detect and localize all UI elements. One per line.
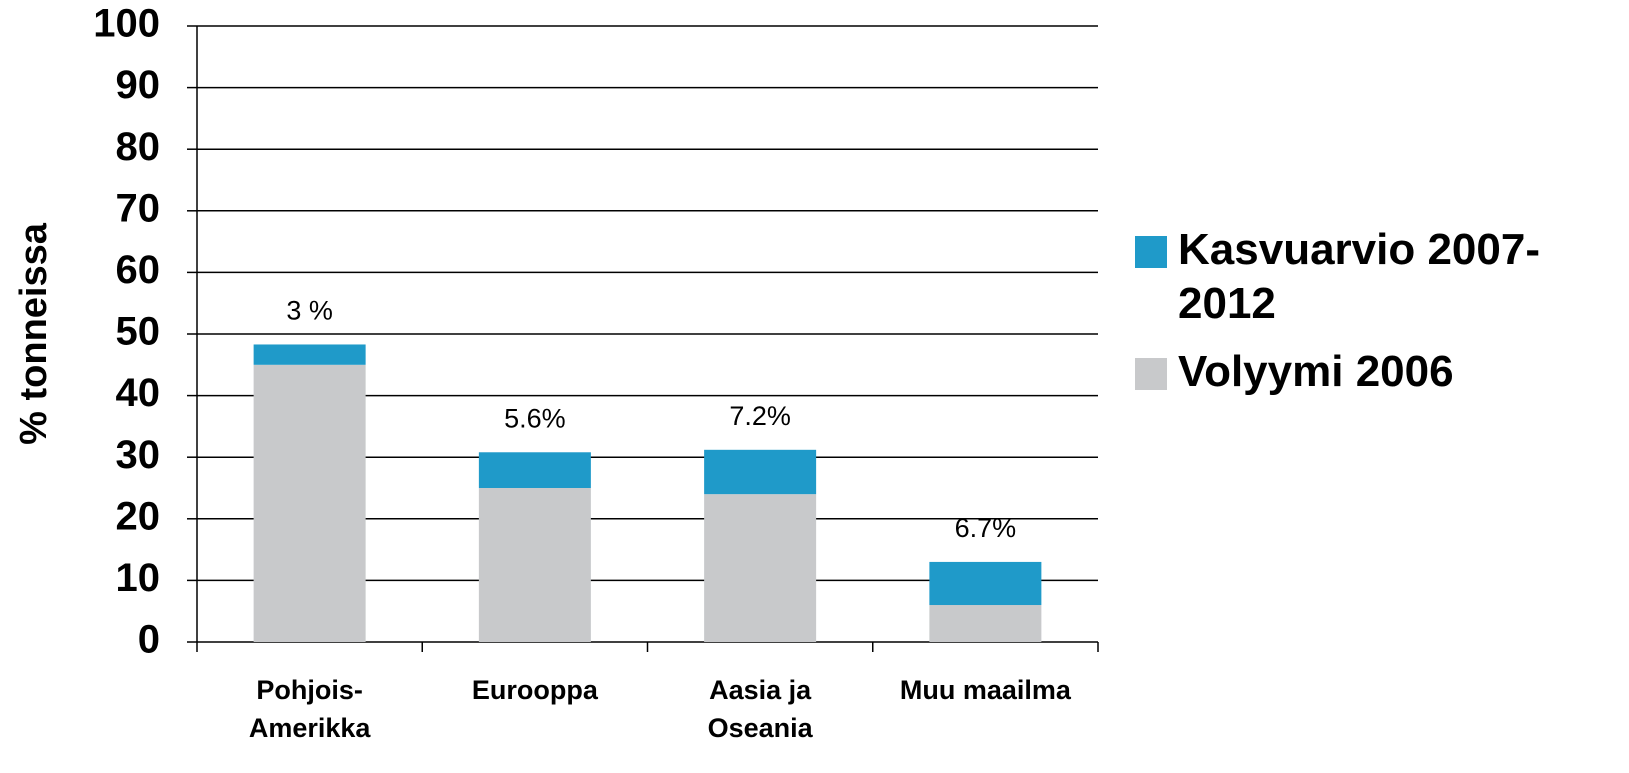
x-tick-label: Pohjois-Amerikka bbox=[249, 675, 372, 743]
y-tick-label: 80 bbox=[116, 125, 161, 169]
bar-annotation: 3 % bbox=[286, 296, 333, 326]
bar-segment bbox=[478, 488, 591, 642]
legend-label: Kasvuarvio 2007-2012 bbox=[1178, 225, 1540, 328]
x-tick-label: Eurooppa bbox=[472, 675, 599, 705]
bar-segment bbox=[929, 561, 1042, 606]
bar-annotation: 6.7% bbox=[955, 513, 1017, 543]
bar-segment bbox=[253, 344, 366, 365]
x-tick-label: Muu maailma bbox=[900, 675, 1072, 705]
x-tick-label: Aasia ja Oseania bbox=[708, 675, 814, 743]
legend-swatch bbox=[1135, 236, 1167, 268]
y-tick-label: 50 bbox=[116, 310, 161, 354]
bar-annotation: 7.2% bbox=[729, 401, 791, 431]
bar-segment bbox=[478, 452, 591, 488]
bar-segment bbox=[704, 494, 817, 642]
y-tick-label: 30 bbox=[116, 433, 161, 477]
bar-segment bbox=[929, 605, 1042, 642]
bar-annotation: 5.6% bbox=[504, 403, 566, 433]
legend-label: Volyymi 2006 bbox=[1178, 347, 1454, 396]
y-tick-label: 70 bbox=[116, 186, 161, 230]
y-tick-label: 20 bbox=[116, 494, 161, 538]
y-tick-label: 90 bbox=[116, 63, 161, 107]
bar-segment bbox=[253, 364, 366, 642]
bar-segment bbox=[704, 449, 817, 495]
legend-swatch bbox=[1135, 358, 1167, 390]
y-tick-label: 10 bbox=[116, 556, 161, 600]
y-tick-label: 100 bbox=[93, 2, 160, 46]
y-tick-label: 60 bbox=[116, 248, 161, 292]
y-axis-title: % tonneissa bbox=[13, 222, 55, 445]
y-tick-label: 40 bbox=[116, 371, 161, 415]
y-tick-label: 0 bbox=[138, 618, 160, 662]
